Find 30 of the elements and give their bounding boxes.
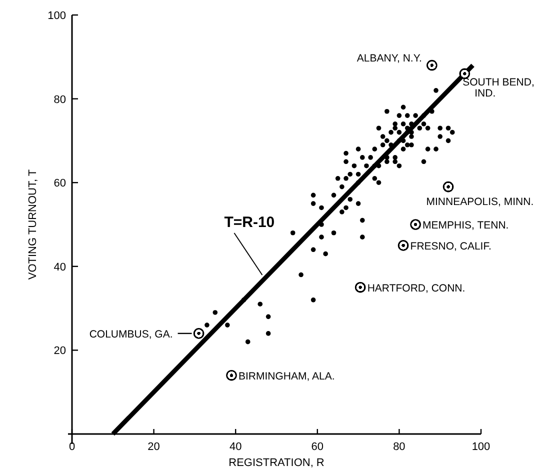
point [226,370,237,381]
point [398,240,409,251]
x-tick-label: 80 [393,441,406,453]
y-tick-label: 20 [54,345,66,358]
y-tick-label: 40 [54,261,66,274]
point [354,282,366,293]
point [193,328,204,339]
x-tick-label: 100 [472,441,490,453]
annotation: MEMPHIS, TENN. [422,220,509,232]
annotation: T=R-10 [224,214,275,231]
annotation: HARTFORD, CONN. [367,282,466,294]
annotation: SOUTH BEND, IND. [462,76,534,100]
annotation: FRESNO, CALIF. [410,240,492,252]
annotation: COLUMBUS, GA. [89,328,173,340]
point [410,219,421,230]
annotation: MINNEAPOLIS, MINN. [426,196,534,208]
x-tick-label: 0 [68,441,76,453]
y-tick-label: 60 [54,178,66,190]
point [426,60,438,71]
x-tick-label: 60 [311,441,324,453]
annotation: BIRMINGHAM, ALA. [238,370,335,382]
y-tick-label: 100 [48,10,66,22]
point [442,181,454,192]
y-tick-label: 80 [54,94,66,106]
point [459,68,470,80]
annotation: ALBANY, N.Y. [356,52,422,64]
x-axis-title: REGISTRATION, R [228,457,324,469]
y-axis-title: VOTING TURNOUT, T [27,169,39,280]
x-tick-label: 40 [229,441,242,453]
x-tick-label: 20 [148,441,160,453]
